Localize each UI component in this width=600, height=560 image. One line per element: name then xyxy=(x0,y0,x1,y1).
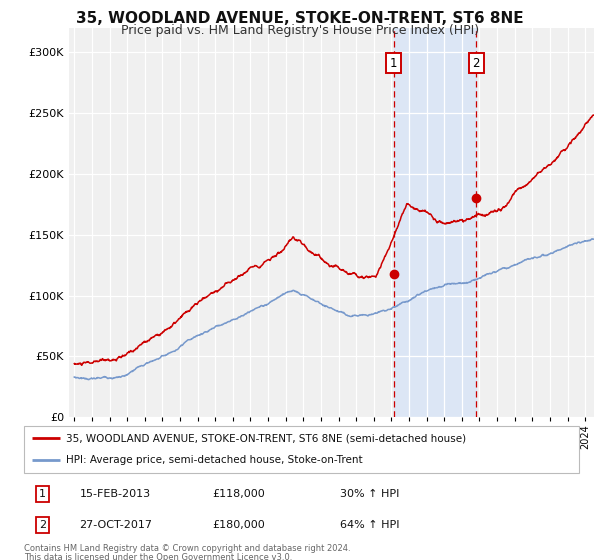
Text: 27-OCT-2017: 27-OCT-2017 xyxy=(79,520,152,530)
Text: 30% ↑ HPI: 30% ↑ HPI xyxy=(340,489,400,499)
Text: 64% ↑ HPI: 64% ↑ HPI xyxy=(340,520,400,530)
Text: 1: 1 xyxy=(390,57,397,69)
Text: 35, WOODLAND AVENUE, STOKE-ON-TRENT, ST6 8NE (semi-detached house): 35, WOODLAND AVENUE, STOKE-ON-TRENT, ST6… xyxy=(65,433,466,444)
Text: This data is licensed under the Open Government Licence v3.0.: This data is licensed under the Open Gov… xyxy=(24,553,292,560)
Text: £180,000: £180,000 xyxy=(213,520,265,530)
Text: Contains HM Land Registry data © Crown copyright and database right 2024.: Contains HM Land Registry data © Crown c… xyxy=(24,544,350,553)
Text: Price paid vs. HM Land Registry's House Price Index (HPI): Price paid vs. HM Land Registry's House … xyxy=(121,24,479,36)
Text: 2: 2 xyxy=(473,57,480,69)
Text: HPI: Average price, semi-detached house, Stoke-on-Trent: HPI: Average price, semi-detached house,… xyxy=(65,455,362,465)
Text: 2: 2 xyxy=(39,520,46,530)
Text: 35, WOODLAND AVENUE, STOKE-ON-TRENT, ST6 8NE: 35, WOODLAND AVENUE, STOKE-ON-TRENT, ST6… xyxy=(76,11,524,26)
Text: 15-FEB-2013: 15-FEB-2013 xyxy=(79,489,151,499)
FancyBboxPatch shape xyxy=(24,426,579,473)
Bar xyxy=(394,28,476,417)
Text: £118,000: £118,000 xyxy=(213,489,265,499)
Text: 1: 1 xyxy=(39,489,46,499)
